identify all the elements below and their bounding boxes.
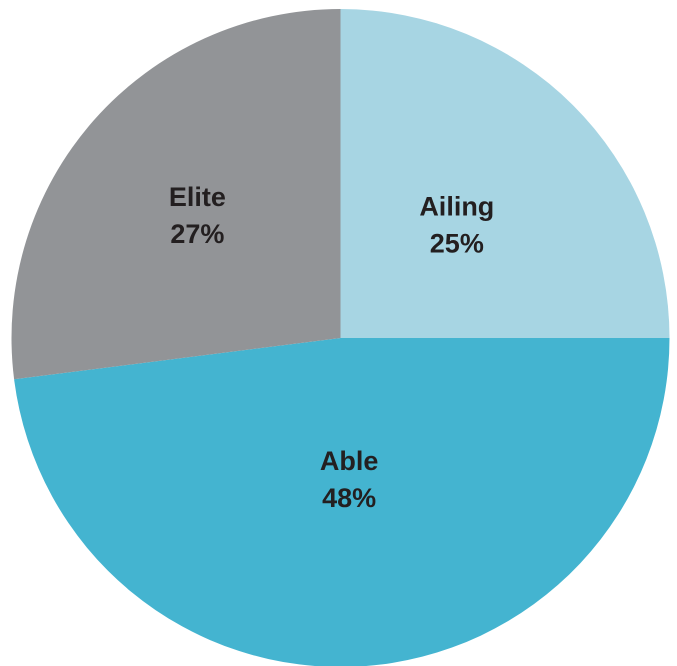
pie-slice-ailing: [340, 9, 670, 338]
pie-slices: [11, 9, 670, 666]
slice-label-able: Able: [320, 446, 379, 476]
pie-labels: Ailing 25% Able 48% Elite 27%: [169, 182, 494, 513]
pie-slice-able: [14, 338, 670, 666]
slice-value-ailing: 25%: [430, 229, 484, 259]
slice-label-ailing: Ailing: [419, 192, 494, 222]
slice-label-elite: Elite: [169, 182, 226, 212]
pie-slice-elite: [11, 9, 341, 380]
slice-value-elite: 27%: [170, 219, 224, 249]
slice-value-able: 48%: [322, 483, 376, 513]
